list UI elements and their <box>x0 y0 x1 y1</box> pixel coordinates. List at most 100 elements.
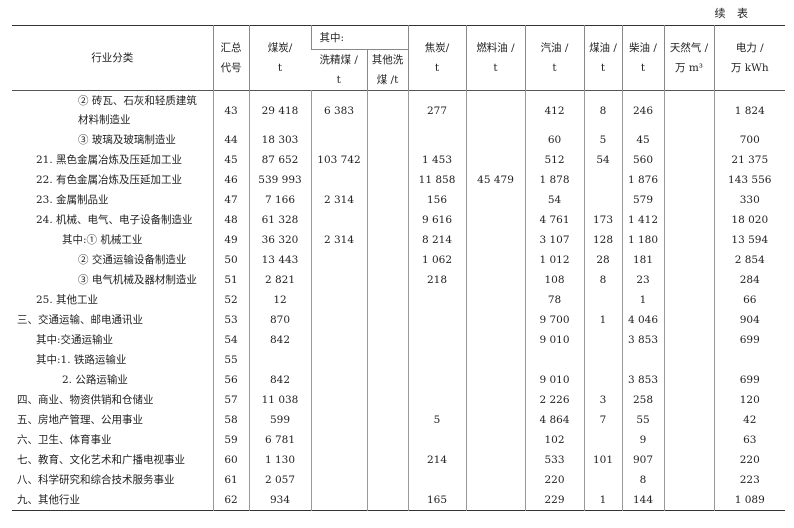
cell-coke: 218 <box>407 270 467 290</box>
cell-gasoline: 2 226 <box>524 390 585 410</box>
cell-other <box>366 130 409 150</box>
cell-gas <box>663 230 715 250</box>
cell-gasoline: 54 <box>524 190 585 210</box>
cell-gas <box>663 310 715 330</box>
cell-fuel <box>465 270 526 290</box>
cell-elec: 220 <box>713 450 786 470</box>
cell-washed <box>310 450 367 470</box>
row-category: 2. 公路运输业 <box>62 374 128 386</box>
cell-diesel: 55 <box>621 410 665 430</box>
cell-gas <box>663 130 715 150</box>
cell-kerosene: 3 <box>583 390 623 410</box>
cell-elec: 1 824 <box>713 90 786 130</box>
cell-coal: 2 057 <box>248 470 311 490</box>
cell-code: 60 <box>212 450 249 470</box>
cell-fuel <box>465 330 526 350</box>
cell-kerosene <box>583 430 623 450</box>
cell-code: 53 <box>212 310 249 330</box>
row-category: 25. 其他工业 <box>36 294 99 306</box>
row-category: ② 交通运输设备制造业 <box>78 254 187 266</box>
cell-gasoline: 533 <box>524 450 585 470</box>
table-row: ② 交通运输设备制造业 50 13 443 1 062 1 012 28 181 2 854 <box>12 250 786 270</box>
cell-diesel: 3 853 <box>621 330 665 350</box>
cell-fuel <box>465 310 526 330</box>
energy-consumption-table: 行业分类 汇总 代号 煤炭/t 其中: 焦炭/t 燃料油 / t 汽油 / t 煤油 … <box>12 25 786 511</box>
cell-coal: 934 <box>248 490 311 511</box>
cell-gas <box>663 290 715 310</box>
cell-washed <box>310 210 367 230</box>
cell-fuel <box>465 390 526 410</box>
cell-washed <box>310 290 367 310</box>
cell-other <box>366 350 409 370</box>
cell-diesel: 8 <box>621 470 665 490</box>
cell-diesel: 1 <box>621 290 665 310</box>
cell-other <box>366 330 409 350</box>
cell-fuel <box>465 150 526 170</box>
cell-code: 54 <box>212 330 249 350</box>
cell-elec: 66 <box>713 290 786 310</box>
cell-other <box>366 370 409 390</box>
row-category: 23. 金属制品业 <box>36 194 109 206</box>
cell-code: 51 <box>212 270 249 290</box>
cell-coal: 842 <box>248 330 311 350</box>
header-electricity: 电力 / 万 kWh <box>713 25 786 91</box>
cell-kerosene <box>583 290 623 310</box>
cell-diesel: 45 <box>621 130 665 150</box>
cell-fuel <box>465 90 526 130</box>
cell-fuel <box>465 210 526 230</box>
cell-kerosene <box>583 350 623 370</box>
cell-elec: 42 <box>713 410 786 430</box>
cell-elec: 21 375 <box>713 150 786 170</box>
cell-diesel: 258 <box>621 390 665 410</box>
cell-gas <box>663 330 715 350</box>
row-category: 24. 机械、电气、电子设备制造业 <box>36 214 193 226</box>
cell-gas <box>663 250 715 270</box>
cell-elec: 2 854 <box>713 250 786 270</box>
cell-code: 43 <box>212 90 249 130</box>
cell-code: 46 <box>212 170 249 190</box>
table-row: 其中:1. 铁路运输业 55 <box>12 350 786 370</box>
cell-elec: 904 <box>713 310 786 330</box>
cell-elec: 120 <box>713 390 786 410</box>
table-row: 三、交通运输、邮电通讯业 53 870 9 700 1 4 046 904 <box>12 310 786 330</box>
cell-other <box>366 290 409 310</box>
table-row: 25. 其他工业 52 12 78 1 66 <box>12 290 786 310</box>
row-category: 六、卫生、体育事业 <box>17 434 112 446</box>
cell-kerosene: 128 <box>583 230 623 250</box>
cell-diesel: 1 876 <box>621 170 665 190</box>
header-diesel: 柴油 / t <box>621 25 665 91</box>
cell-kerosene: 5 <box>583 130 623 150</box>
table-row: 六、卫生、体育事业 59 6 781 102 9 63 <box>12 430 786 450</box>
cell-gas <box>663 170 715 190</box>
header-code: 汇总 代号 <box>212 25 249 91</box>
cell-code: 44 <box>212 130 249 150</box>
cell-washed <box>310 370 367 390</box>
cell-diesel: 579 <box>621 190 665 210</box>
cell-gas <box>663 390 715 410</box>
cell-washed <box>310 130 367 150</box>
cell-gas <box>663 370 715 390</box>
cell-other <box>366 430 409 450</box>
cell-other <box>366 310 409 330</box>
cell-kerosene <box>583 370 623 390</box>
cell-gasoline: 3 107 <box>524 230 585 250</box>
continued-label: 续 表 <box>714 7 752 20</box>
cell-coke <box>407 310 467 330</box>
cell-washed <box>310 490 367 511</box>
cell-gasoline <box>524 350 585 370</box>
cell-diesel: 1 412 <box>621 210 665 230</box>
header-of-which: 其中: <box>310 25 409 50</box>
row-category: ② 砖瓦、石灰和轻质建筑材料制造业 <box>78 95 197 126</box>
cell-gas <box>663 470 715 490</box>
cell-other <box>366 410 409 430</box>
cell-coke: 8 214 <box>407 230 467 250</box>
table-row: 七、教育、文化艺术和广播电视事业 60 1 130 214 533 101 907 220 <box>12 450 786 470</box>
cell-gasoline: 220 <box>524 470 585 490</box>
cell-gas <box>663 190 715 210</box>
cell-other <box>366 450 409 470</box>
cell-other <box>366 390 409 410</box>
cell-elec: 699 <box>713 370 786 390</box>
cell-elec: 13 594 <box>713 230 786 250</box>
cell-washed <box>310 390 367 410</box>
cell-washed <box>310 270 367 290</box>
